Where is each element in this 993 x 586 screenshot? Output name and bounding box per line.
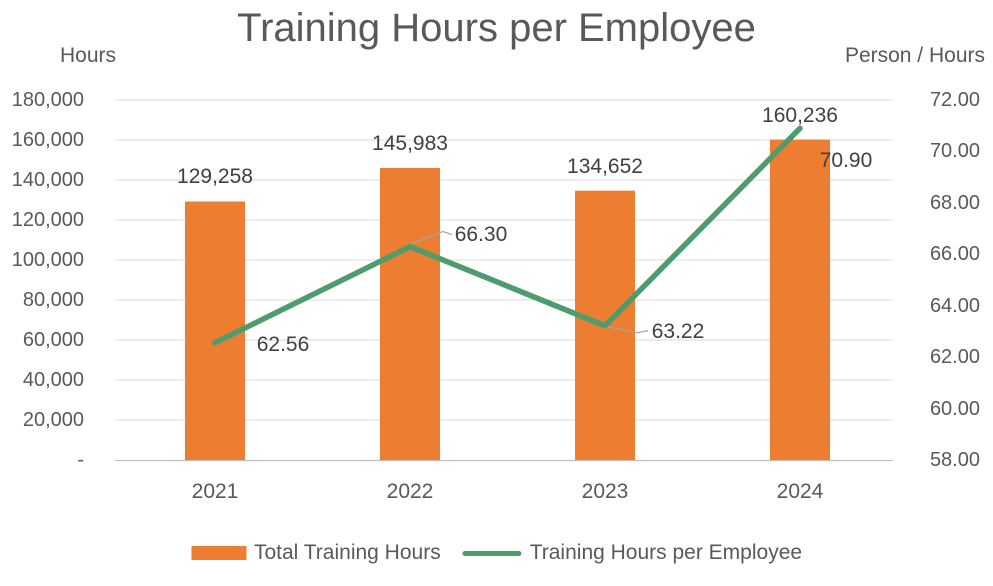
left-axis-tick-label: 100,000: [11, 249, 84, 271]
right-axis-tick-label: 66.00: [929, 243, 980, 266]
category-label-2024: 2024: [776, 480, 824, 503]
left-axis-tick-label: -: [77, 449, 84, 471]
left-axis-tick-label: 160,000: [11, 129, 84, 151]
line-value-label: 70.90: [819, 149, 873, 173]
right-axis-tick-label: 62.00: [929, 346, 980, 369]
line-value-label: 62.56: [256, 332, 310, 356]
left-axis-tick-label: 60,000: [22, 329, 84, 351]
bar-value-label: 134,652: [567, 154, 643, 178]
bar-value-label: 129,258: [177, 165, 253, 189]
leader-line: [411, 230, 453, 245]
line-value-label: 63.22: [651, 319, 705, 343]
legend-line-swatch: [462, 550, 522, 556]
legend-label-training-hours-per-employee: Training Hours per Employee: [529, 541, 803, 564]
category-label-2021: 2021: [191, 480, 239, 503]
right-axis-tick-label: 72.00: [929, 89, 980, 111]
legend-item-total-training-hours: Total Training Hours: [190, 541, 441, 565]
line-value-label: 66.30: [454, 222, 508, 246]
category-label-2022: 2022: [386, 480, 434, 503]
left-axis-tick-label: 40,000: [22, 369, 84, 391]
chart-title: Training Hours per Employee: [237, 6, 756, 50]
right-axis-tick-label: 64.00: [929, 294, 980, 317]
legend-item-training-hours-per-employee: Training Hours per Employee: [462, 541, 803, 565]
right-axis-tick-label: 60.00: [929, 397, 980, 420]
line-training-hours-per-employee: [212, 125, 803, 346]
bar-2022: [380, 168, 440, 460]
left-axis-tick-label: 120,000: [11, 209, 84, 231]
right-axis-tick-label: 58.00: [929, 449, 980, 471]
category-label-2023: 2023: [581, 480, 629, 503]
left-axis-title: Hours: [60, 44, 117, 67]
left-axis-tick-label: 20,000: [22, 409, 84, 431]
legend-bar-swatch: [190, 546, 246, 560]
right-axis-title: Person / Hours: [844, 44, 985, 67]
leader-line: [606, 326, 649, 334]
bar-value-label: 145,983: [372, 132, 448, 156]
left-axis-tick-label: 140,000: [11, 169, 84, 191]
bar-value-label: 160,236: [762, 103, 838, 127]
right-axis-tick-label: 70.00: [929, 140, 980, 163]
left-axis-tick-label: 80,000: [22, 289, 84, 311]
legend-label-total-training-hours: Total Training Hours: [253, 541, 441, 564]
left-axis-tick-label: 180,000: [11, 89, 84, 111]
legend: Total Training Hours Training Hours per …: [190, 541, 803, 565]
right-axis-tick-label: 68.00: [929, 191, 980, 214]
bar-2024: [770, 139, 830, 460]
